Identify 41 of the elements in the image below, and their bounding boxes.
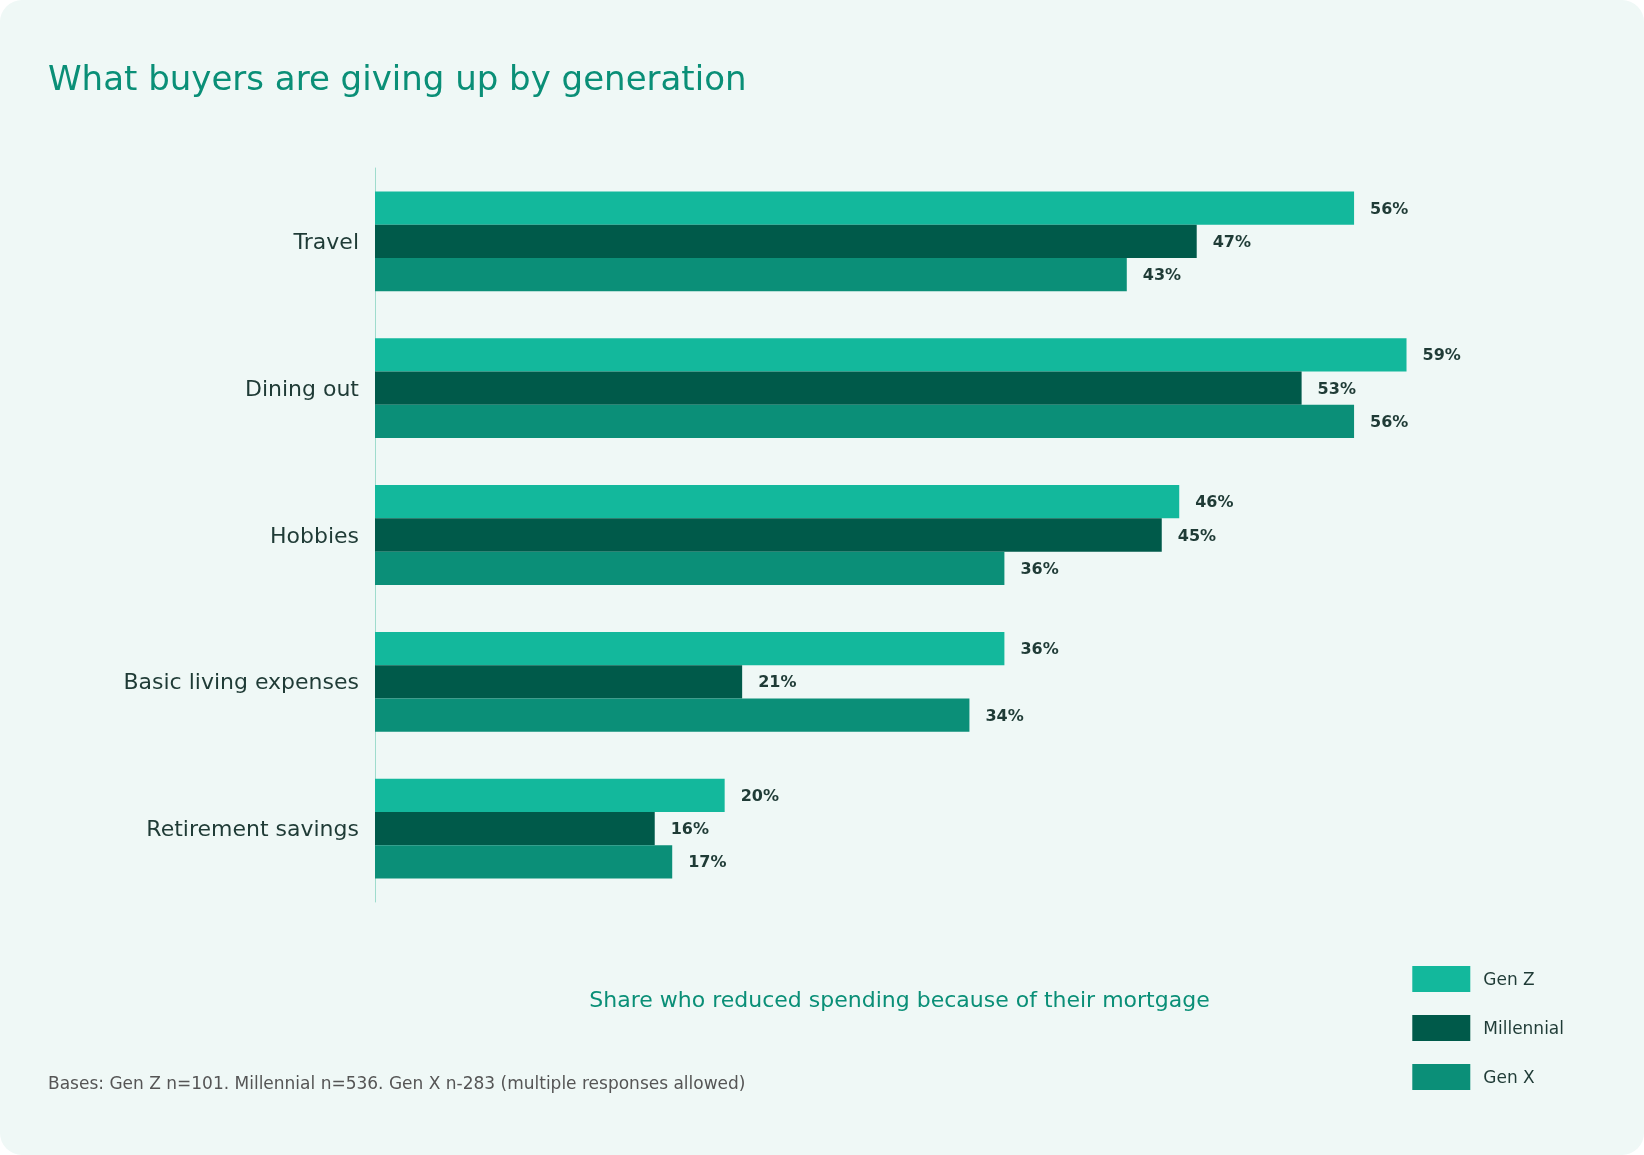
legend-label: Gen X [1483, 1067, 1536, 1087]
data-label: 16% [670, 819, 710, 839]
bar [375, 631, 1005, 666]
data-label: 34% [985, 705, 1024, 725]
x-axis-title: Share who reduced spending because of their mortgage [589, 986, 1210, 1012]
bar [375, 371, 1302, 405]
data-label: 36% [1020, 639, 1059, 659]
data-label: 36% [1020, 558, 1059, 578]
data-label: 56% [1370, 198, 1409, 218]
bar [375, 665, 743, 699]
bar [375, 845, 673, 879]
bar [375, 224, 1197, 259]
data-label: 43% [1142, 265, 1182, 285]
y-tick-label: Basic living expenses [123, 669, 359, 695]
bar [375, 191, 1355, 225]
data-label: 59% [1422, 345, 1461, 365]
data-label: 17% [688, 852, 727, 872]
legend-label: Millennial [1483, 1018, 1565, 1038]
bar [375, 698, 970, 732]
bar [375, 551, 1005, 585]
y-tick-label: Retirement savings [146, 816, 359, 842]
y-tick-label: Hobbies [269, 522, 359, 548]
y-tick-label: Dining out [244, 375, 360, 401]
bar [375, 404, 1355, 439]
bar [375, 485, 1180, 519]
bar [375, 258, 1127, 292]
chart-title: What buyers are giving up by generation [48, 58, 747, 98]
bar [375, 811, 655, 846]
data-label: 46% [1195, 492, 1234, 512]
data-label: 20% [740, 785, 779, 805]
bar [375, 338, 1407, 372]
data-label: 53% [1317, 378, 1356, 398]
legend-label: Gen Z [1483, 969, 1535, 989]
text: Bases: Gen Z n=101. Millennial n=536. Gen X n-283 (multiple responses allowed) [48, 1073, 746, 1093]
data-label: 45% [1177, 525, 1217, 545]
bar [375, 778, 725, 812]
data-label: 21% [758, 672, 797, 692]
y-tick-label: Travel [292, 228, 359, 254]
data-label: 56% [1370, 411, 1409, 431]
bar [375, 518, 1162, 552]
data-label: 47% [1212, 231, 1252, 251]
